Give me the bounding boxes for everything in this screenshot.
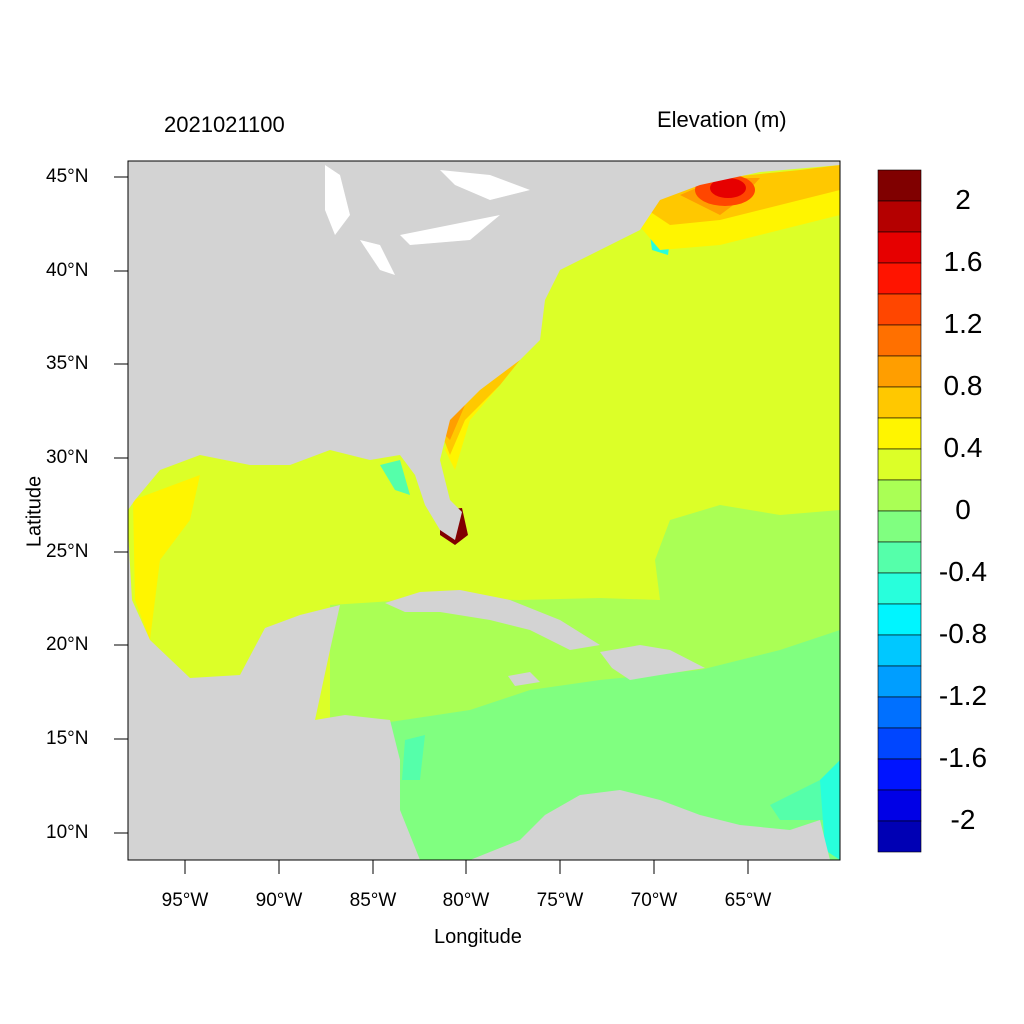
colorbar-swatch bbox=[877, 386, 922, 419]
colorbar-label: 0 bbox=[955, 494, 971, 525]
colorbar-swatch bbox=[877, 169, 922, 202]
colorbar-swatch bbox=[877, 231, 922, 264]
land-north-america bbox=[128, 161, 840, 540]
colorbar-swatch bbox=[877, 417, 922, 450]
colorbar-swatch bbox=[877, 355, 922, 388]
colorbar-label: -0.4 bbox=[938, 556, 988, 587]
colorbar-swatch bbox=[877, 293, 922, 326]
colorbar-swatch bbox=[877, 572, 922, 605]
colorbar-label: 1.2 bbox=[943, 308, 983, 339]
lon-tick-label: 65°W bbox=[724, 890, 772, 911]
contour-1.8-plus bbox=[710, 178, 746, 198]
colorbar-swatch bbox=[877, 634, 922, 667]
lon-tick-label: 85°W bbox=[349, 890, 397, 911]
lat-tick-label: 10°N bbox=[46, 822, 89, 843]
colorbar-swatch bbox=[877, 727, 922, 760]
colorbar bbox=[877, 169, 922, 853]
colorbar-label: 0.8 bbox=[943, 370, 983, 401]
land-cuba bbox=[385, 590, 600, 650]
colorbar-label: -2 bbox=[950, 804, 976, 835]
axis-ticks bbox=[114, 176, 749, 874]
colorbar-swatch bbox=[877, 262, 922, 295]
lat-tick-label: 40°N bbox=[46, 260, 89, 281]
colorbar-label: -0.8 bbox=[938, 618, 988, 649]
colorbar-swatch bbox=[877, 541, 922, 574]
lon-tick-label: 70°W bbox=[630, 890, 678, 911]
great-lakes bbox=[325, 165, 530, 275]
colorbar-swatch bbox=[877, 324, 922, 357]
land-south-america bbox=[470, 790, 830, 860]
colorbar-swatch bbox=[877, 758, 922, 791]
contour-0.6-1.0 bbox=[440, 165, 840, 455]
lon-tick-label: 75°W bbox=[536, 890, 584, 911]
colorbar-label: -1.6 bbox=[938, 742, 988, 773]
contour-neg0.2-0 bbox=[390, 630, 840, 860]
colorbar-swatch bbox=[877, 448, 922, 481]
colorbar-swatch bbox=[877, 200, 922, 233]
colorbar-label: 0.4 bbox=[943, 432, 983, 463]
y-axis-label: Latitude bbox=[23, 475, 46, 548]
colorbar-swatch bbox=[877, 510, 922, 543]
land-mexico-central-america bbox=[128, 530, 420, 860]
lon-tick-label: 95°W bbox=[161, 890, 209, 911]
colorbar-swatch bbox=[877, 696, 922, 729]
lat-tick-label: 35°N bbox=[46, 353, 89, 374]
colorbar-swatch bbox=[877, 820, 922, 853]
lon-tick-label: 90°W bbox=[255, 890, 303, 911]
lat-tick-label: 25°N bbox=[46, 541, 89, 562]
x-axis-label: Longitude bbox=[434, 926, 522, 948]
colorbar-swatch bbox=[877, 603, 922, 636]
colorbar-swatch bbox=[877, 479, 922, 512]
colorbar-label: 1.6 bbox=[943, 246, 983, 277]
land-jamaica bbox=[508, 672, 540, 686]
lat-tick-label: 45°N bbox=[46, 166, 89, 187]
lat-tick-label: 20°N bbox=[46, 634, 89, 655]
date-title: 2021021100 bbox=[164, 112, 285, 137]
colorbar-swatch bbox=[877, 789, 922, 822]
land-hispaniola bbox=[600, 645, 705, 680]
colorbar-label: 2 bbox=[955, 184, 971, 215]
colorbar-swatch bbox=[877, 665, 922, 698]
colorbar-label: -1.2 bbox=[938, 680, 988, 711]
lon-tick-label: 80°W bbox=[442, 890, 490, 911]
lat-tick-label: 30°N bbox=[46, 447, 89, 468]
lat-tick-label: 15°N bbox=[46, 728, 89, 749]
plot-frame bbox=[127, 160, 841, 861]
variable-title: Elevation (m) bbox=[657, 107, 787, 132]
